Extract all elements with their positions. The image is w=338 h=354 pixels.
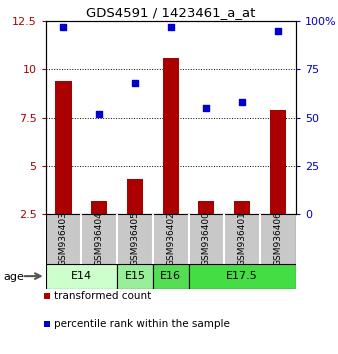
Text: GSM936403: GSM936403 <box>59 211 68 267</box>
FancyBboxPatch shape <box>46 214 296 264</box>
Bar <box>127 179 143 214</box>
Point <box>61 24 66 30</box>
Text: transformed count: transformed count <box>54 291 151 301</box>
Point <box>132 80 138 86</box>
Point <box>204 105 209 111</box>
Bar <box>46 264 117 289</box>
Title: GDS4591 / 1423461_a_at: GDS4591 / 1423461_a_at <box>86 6 256 19</box>
Point <box>168 24 173 30</box>
Text: E16: E16 <box>160 271 181 281</box>
Text: age: age <box>3 272 24 282</box>
Text: GSM936405: GSM936405 <box>130 211 140 267</box>
Bar <box>117 264 153 289</box>
Text: percentile rank within the sample: percentile rank within the sample <box>54 319 230 329</box>
Bar <box>270 110 286 214</box>
Bar <box>153 264 189 289</box>
Bar <box>55 81 72 214</box>
Text: GSM936404: GSM936404 <box>95 212 104 266</box>
Text: E14: E14 <box>71 271 92 281</box>
Bar <box>189 264 296 289</box>
Bar <box>234 201 250 214</box>
Point <box>275 28 281 34</box>
Text: GSM936400: GSM936400 <box>202 211 211 267</box>
Text: GSM936402: GSM936402 <box>166 212 175 266</box>
Text: E17.5: E17.5 <box>226 271 258 281</box>
Text: GSM936406: GSM936406 <box>273 211 282 267</box>
Point <box>239 99 245 105</box>
Text: GSM936401: GSM936401 <box>238 211 247 267</box>
Bar <box>163 58 179 214</box>
Bar <box>91 201 107 214</box>
Bar <box>198 201 214 214</box>
Point <box>97 111 102 117</box>
Text: E15: E15 <box>124 271 145 281</box>
